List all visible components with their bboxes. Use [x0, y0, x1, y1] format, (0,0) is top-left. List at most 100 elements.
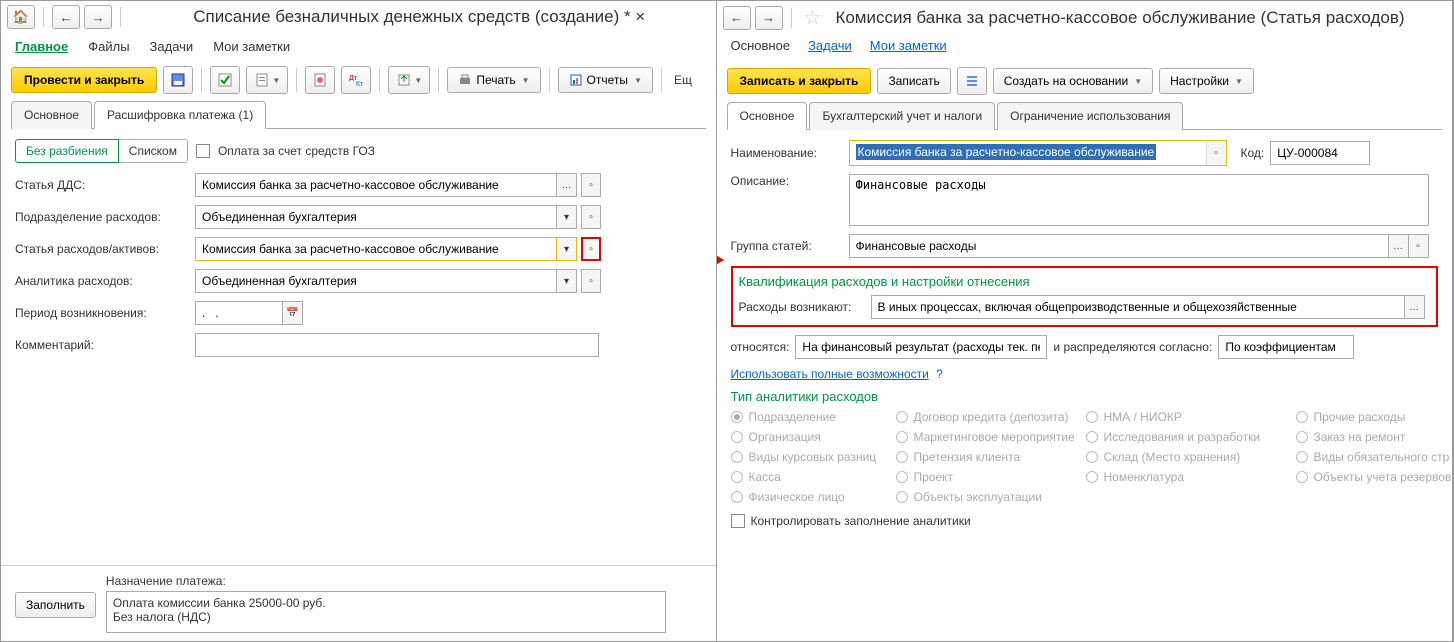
analytics-type-radio[interactable]: Виды обязательного стр [1296, 450, 1453, 464]
analytics-type-radio[interactable]: Организация [731, 430, 886, 444]
radio-icon [1296, 471, 1308, 483]
radio-icon [896, 491, 908, 503]
favorite-star-icon[interactable]: ☆ [804, 5, 822, 30]
radio-label: Физическое лицо [749, 490, 845, 504]
seg-no-split[interactable]: Без разбиения [15, 139, 119, 163]
seg-list[interactable]: Списком [119, 139, 188, 163]
full-features-link[interactable]: Использовать полные возможности [731, 367, 929, 381]
qualification-title: Квалификация расходов и настройки отнесе… [739, 274, 1431, 289]
name-input[interactable]: Комиссия банка за расчетно-кассовое обсл… [850, 141, 1206, 163]
sublink-main[interactable]: Основное [731, 38, 791, 53]
dds-open-button[interactable]: ▫ [581, 173, 601, 197]
fill-button[interactable]: Заполнить [15, 592, 96, 618]
analytics-type-radio[interactable]: Подразделение [731, 410, 886, 424]
dept-open-button[interactable]: ▫ [581, 205, 601, 229]
analytics-type-radio[interactable]: Касса [731, 470, 886, 484]
sublink-tasks[interactable]: Задачи [808, 38, 852, 53]
help-icon[interactable]: ? [936, 367, 943, 381]
goz-checkbox[interactable] [196, 144, 210, 158]
post-icon-button[interactable] [210, 66, 240, 94]
control-analytics-checkbox[interactable] [731, 514, 745, 528]
group-open-button[interactable]: ▫ [1409, 234, 1429, 258]
arise-select-button[interactable]: … [1405, 295, 1425, 319]
expense-item-open-button[interactable]: ▫ [581, 237, 601, 261]
settings-label: Настройки [1170, 74, 1229, 88]
settings-button[interactable]: Настройки▼ [1159, 68, 1254, 94]
analytics-type-radio[interactable]: Склад (Место хранения) [1086, 450, 1286, 464]
period-input[interactable] [195, 301, 283, 325]
sublink-notes[interactable]: Мои заметки [870, 38, 947, 53]
arise-input[interactable] [871, 295, 1405, 319]
attach-icon-button[interactable] [305, 66, 335, 94]
list-icon-button[interactable] [957, 67, 987, 95]
nav-forward-button[interactable]: → [84, 5, 112, 29]
analytics-type-radio[interactable]: Прочие расходы [1296, 410, 1453, 424]
dept-dd-button[interactable]: ▾ [557, 205, 577, 229]
analytics-type-radio[interactable]: Объекты учета резервов [1296, 470, 1453, 484]
save-button[interactable]: Записать [877, 68, 950, 94]
home-button[interactable]: 🏠 [7, 5, 35, 29]
analytics-type-radio[interactable]: Физическое лицо [731, 490, 886, 504]
period-calendar-button[interactable]: 📅 [283, 301, 303, 325]
export-icon-button[interactable]: ▼ [388, 66, 430, 94]
tab-main-r[interactable]: Основное [727, 102, 808, 130]
nav-back-button[interactable]: ← [52, 5, 80, 29]
menu-tasks[interactable]: Задачи [150, 39, 194, 54]
tab-accounting[interactable]: Бухгалтерский учет и налоги [809, 102, 995, 130]
analytics-type-radio[interactable]: Виды курсовых разниц [731, 450, 886, 464]
nav-back-button-r[interactable]: ← [723, 6, 751, 30]
post-and-close-button[interactable]: Провести и закрыть [11, 67, 157, 93]
analytics-type-radio[interactable]: Маркетинговое мероприятие [896, 430, 1076, 444]
relate-input[interactable] [795, 335, 1047, 359]
radio-label: Виды курсовых разниц [749, 450, 877, 464]
analytics-type-radio[interactable]: Объекты эксплуатации [896, 490, 1076, 504]
dds-input[interactable] [195, 173, 557, 197]
purpose-textarea[interactable]: Оплата комиссии банка 25000-00 руб. Без … [106, 591, 666, 633]
tab-restriction[interactable]: Ограничение использования [997, 102, 1183, 130]
save-icon-button[interactable] [163, 66, 193, 94]
more-label[interactable]: Ещ [670, 69, 696, 91]
radio-icon [1086, 471, 1098, 483]
save-and-close-button[interactable]: Записать и закрыть [727, 68, 872, 94]
analytics-input[interactable] [195, 269, 557, 293]
analytics-type-radio[interactable]: НМА / НИОКР [1086, 410, 1286, 424]
radio-label: Номенклатура [1104, 470, 1185, 484]
expense-item-dd-button[interactable]: ▾ [557, 237, 577, 261]
radio-icon [896, 431, 908, 443]
nav-forward-button-r[interactable]: → [755, 6, 783, 30]
comment-input[interactable] [195, 333, 599, 357]
desc-textarea[interactable] [849, 174, 1429, 226]
name-open-button[interactable]: ▫ [1206, 141, 1226, 165]
menu-files[interactable]: Файлы [88, 39, 129, 54]
menu-main[interactable]: Главное [15, 39, 68, 54]
analytics-type-radio[interactable]: Договор кредита (депозита) [896, 410, 1076, 424]
analytics-type-radio[interactable]: Претензия клиента [896, 450, 1076, 464]
tab-payment-details[interactable]: Расшифровка платежа (1) [94, 101, 266, 129]
expense-item-input[interactable] [195, 237, 557, 261]
print-button[interactable]: Печать▼ [447, 67, 540, 93]
radio-icon [896, 451, 908, 463]
radio-label: Объекты эксплуатации [914, 490, 1042, 504]
dtct-icon-button[interactable]: ДтКт [341, 66, 371, 94]
analytics-type-radio[interactable]: Проект [896, 470, 1076, 484]
tab-main[interactable]: Основное [11, 101, 92, 129]
analytics-dd-button[interactable]: ▾ [557, 269, 577, 293]
reports-button[interactable]: Отчеты▼ [558, 67, 653, 93]
menu-notes[interactable]: Мои заметки [213, 39, 290, 54]
group-select-button[interactable]: … [1389, 234, 1409, 258]
analytics-type-radio[interactable]: Номенклатура [1086, 470, 1286, 484]
reports-label: Отчеты [587, 73, 628, 87]
analytics-type-radio[interactable]: Исследования и разработки [1086, 430, 1286, 444]
dept-input[interactable] [195, 205, 557, 229]
distr-input[interactable] [1218, 335, 1354, 359]
analytics-type-radio[interactable]: Заказ на ремонт [1296, 430, 1453, 444]
document-icon-button[interactable]: ▼ [246, 66, 288, 94]
create-based-button[interactable]: Создать на основании▼ [993, 68, 1153, 94]
radio-icon [731, 451, 743, 463]
group-input[interactable] [849, 234, 1389, 258]
code-input[interactable] [1270, 141, 1370, 165]
analytics-open-button[interactable]: ▫ [581, 269, 601, 293]
dds-select-button[interactable]: … [557, 173, 577, 197]
radio-icon [1296, 451, 1308, 463]
radio-label: Маркетинговое мероприятие [914, 430, 1075, 444]
